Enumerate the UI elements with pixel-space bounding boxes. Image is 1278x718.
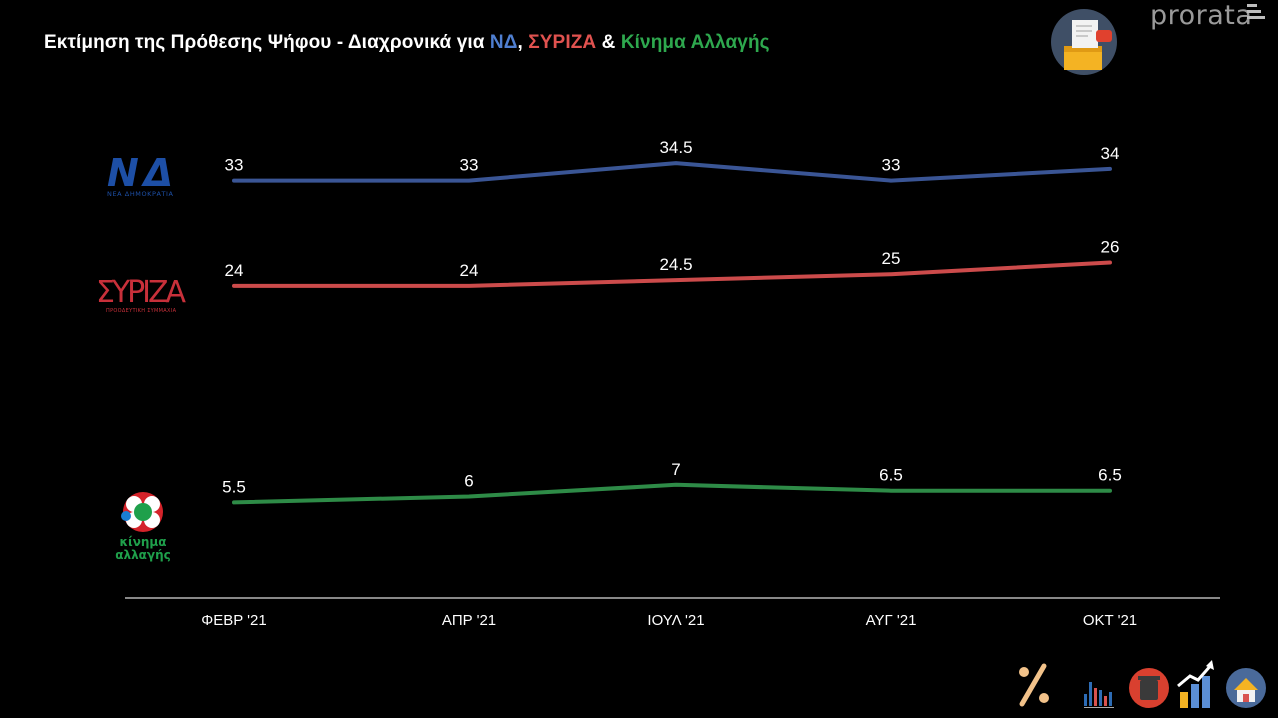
series-line-kinal <box>232 482 1112 505</box>
x-tick-label: ΟΚΤ '21 <box>1083 612 1137 629</box>
brand-mark-icon <box>1247 4 1269 24</box>
nd-logo-text: ΝΔ <box>107 151 173 195</box>
title-comma: , <box>517 32 529 53</box>
data-label-syriza: 25 <box>882 249 901 268</box>
kinal-logo-line2: αλλαγής <box>115 548 171 562</box>
trash-bin-icon <box>1129 668 1169 708</box>
growth-chart-icon <box>1177 660 1214 708</box>
syriza-logo-subtitle: ΠΡΟΟΔΕΥΤΙΚΗ ΣΥΜΜΑΧΙΑ <box>106 308 177 314</box>
data-label-syriza: 24.5 <box>659 255 692 274</box>
title-amp: & <box>596 32 621 53</box>
x-tick-label: ΑΥΓ '21 <box>866 612 917 629</box>
data-label-nd: 33 <box>460 156 479 175</box>
data-label-syriza: 24 <box>225 261 244 280</box>
kinal-logo: κίνημα αλλαγής <box>115 492 171 562</box>
x-tick-label: ΑΠΡ '21 <box>442 612 496 629</box>
title-kinal: Κίνημα Αλλαγής <box>620 32 770 53</box>
nd-logo-subtitle: ΝΕΑ ΔΗΜΟΚΡΑΤΙΑ <box>107 190 174 198</box>
bottom-icon-bar <box>1019 660 1266 708</box>
brand-logo: prorata <box>1150 0 1253 31</box>
data-label-nd: 34.5 <box>659 138 692 157</box>
data-label-kinal: 7 <box>671 460 680 479</box>
title-prefix: Εκτίμηση της Πρόθεσης Ψήφου - Διαχρονικά… <box>44 32 490 53</box>
data-label-kinal: 6.5 <box>879 466 903 485</box>
data-label-nd: 33 <box>225 156 244 175</box>
chart-title: Εκτίμηση της Πρόθεσης Ψήφου - Διαχρονικά… <box>44 32 770 54</box>
nd-logo: ΝΔ ΝΕΑ ΔΗΜΟΚΡΑΤΙΑ <box>107 151 174 198</box>
x-tick-label: ΙΟΥΛ '21 <box>647 612 704 629</box>
data-label-syriza: 24 <box>460 261 479 280</box>
series-line-syriza <box>232 260 1112 288</box>
title-syriza: ΣΥΡΙΖΑ <box>528 32 597 53</box>
vote-box-icon <box>1051 9 1117 75</box>
house-icon <box>1226 668 1266 708</box>
series-line-nd <box>232 161 1112 183</box>
syriza-logo: ΣΥΡΙΖΑ ΠΡΟΟΔΕΥΤΙΚΗ ΣΥΜΜΑΧΙΑ <box>96 275 186 314</box>
syriza-logo-text: ΣΥΡΙΖΑ <box>96 275 186 310</box>
percent-icon <box>1019 663 1049 707</box>
bar-chart-icon <box>1084 682 1114 708</box>
x-tick-label: ΦΕΒΡ '21 <box>201 612 266 629</box>
data-label-kinal: 5.5 <box>222 477 246 496</box>
title-nd: ΝΔ <box>489 32 518 53</box>
data-label-kinal: 6.5 <box>1098 466 1122 485</box>
data-label-kinal: 6 <box>464 472 473 491</box>
data-label-nd: 34 <box>1101 144 1120 163</box>
data-label-syriza: 26 <box>1101 238 1120 257</box>
data-label-nd: 33 <box>882 156 901 175</box>
kinal-logo-line1: κίνημα <box>120 535 167 549</box>
